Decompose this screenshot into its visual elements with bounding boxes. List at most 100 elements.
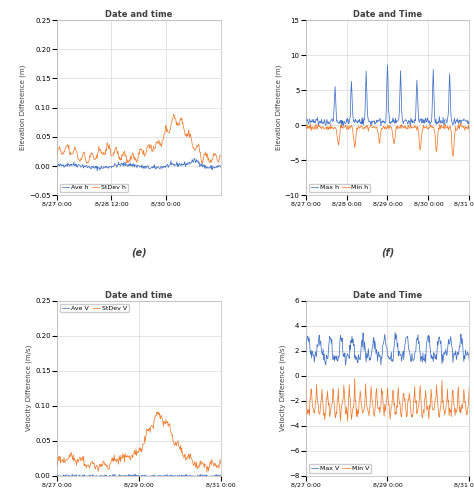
Title: Date and time: Date and time [105, 10, 173, 19]
Min V [369, 399, 375, 405]
Ave V [183, 471, 189, 477]
StDev V [166, 421, 172, 427]
Line: Min V: Min V [306, 377, 469, 421]
Min V [466, 383, 472, 389]
StDev V [183, 456, 189, 462]
StDev h [166, 130, 172, 136]
Max h [303, 116, 309, 122]
Min h [466, 126, 472, 132]
Ave h [120, 160, 126, 166]
Ave V [191, 475, 197, 481]
Ave V [126, 474, 131, 480]
Min V [455, 391, 461, 397]
StDev V [126, 454, 131, 460]
Line: Max V: Max V [306, 333, 469, 365]
Min V [415, 406, 421, 412]
Line: StDev V: StDev V [57, 412, 220, 472]
Min h [303, 126, 309, 132]
Ave h [166, 162, 172, 168]
StDev h [183, 131, 189, 137]
Ave h [94, 168, 100, 174]
StDev V [218, 460, 223, 466]
Y-axis label: Velocity Difference (m/s): Velocity Difference (m/s) [280, 345, 286, 431]
Legend: Ave V, StDev V: Ave V, StDev V [60, 304, 128, 313]
Max h [416, 116, 421, 122]
Min V [432, 398, 438, 404]
StDev h [120, 153, 126, 159]
Title: Date and Time: Date and Time [353, 10, 422, 19]
Max V [392, 330, 398, 336]
Max V [303, 354, 309, 360]
Text: (f): (f) [381, 248, 394, 258]
Y-axis label: Elevation Difference (m): Elevation Difference (m) [20, 65, 27, 150]
Ave V [193, 473, 199, 479]
StDev V [204, 469, 210, 475]
Min V [441, 407, 447, 413]
Ave h [218, 164, 223, 170]
Min h [450, 153, 456, 159]
Max V [375, 358, 381, 364]
Ave h [183, 161, 189, 167]
Line: Ave V: Ave V [57, 474, 220, 478]
Max V [456, 352, 461, 358]
Line: Min h: Min h [306, 123, 469, 156]
Ave V [126, 471, 132, 477]
Max V [442, 352, 447, 358]
Ave V [120, 474, 126, 480]
Title: Date and Time: Date and Time [353, 291, 422, 300]
Y-axis label: Elevation Difference (m): Elevation Difference (m) [275, 65, 282, 150]
Max V [433, 356, 438, 362]
Max V [416, 340, 421, 346]
StDev h [207, 160, 212, 166]
StDev h [126, 159, 131, 165]
Max h [442, 117, 447, 123]
Ave h [207, 164, 212, 170]
StDev h [192, 147, 198, 153]
StDev V [120, 450, 126, 456]
Min h [415, 124, 420, 130]
StDev h [171, 111, 176, 117]
Ave h [193, 158, 199, 164]
Line: Max h: Max h [306, 65, 469, 127]
StDev h [54, 152, 60, 158]
Min V [345, 418, 350, 424]
Ave V [54, 472, 60, 478]
Line: StDev h: StDev h [57, 114, 220, 163]
Max h [339, 124, 345, 130]
Text: (e): (e) [131, 248, 146, 258]
Max V [343, 362, 348, 368]
Legend: Max V, Min V: Max V, Min V [309, 464, 371, 473]
Line: Ave h: Ave h [57, 158, 220, 171]
Title: Date and time: Date and time [105, 291, 173, 300]
Ave h [126, 163, 132, 169]
Min h [455, 123, 461, 129]
Ave h [54, 163, 60, 169]
Max V [369, 345, 375, 351]
StDev V [192, 463, 198, 469]
Min V [375, 403, 381, 409]
StDev V [207, 462, 212, 468]
Ave V [207, 474, 212, 480]
Min h [458, 120, 464, 126]
Min h [431, 128, 437, 134]
Min h [369, 122, 374, 128]
Max V [466, 358, 472, 364]
StDev V [54, 460, 60, 466]
Min h [441, 123, 447, 129]
Min V [303, 374, 309, 380]
Max h [369, 120, 375, 126]
Max h [433, 120, 438, 126]
Legend: Max h, Min h: Max h, Min h [309, 183, 371, 192]
Max h [384, 62, 390, 68]
Max h [375, 118, 381, 124]
StDev h [200, 160, 205, 166]
StDev h [218, 153, 223, 159]
Max h [456, 120, 461, 126]
Ave V [218, 472, 223, 478]
Max h [466, 117, 472, 123]
Y-axis label: Velocity Difference (m/s): Velocity Difference (m/s) [26, 345, 32, 431]
Ave h [191, 155, 197, 161]
Ave V [166, 474, 172, 480]
Min h [374, 126, 380, 132]
Legend: Ave h, StDev h: Ave h, StDev h [60, 183, 128, 192]
